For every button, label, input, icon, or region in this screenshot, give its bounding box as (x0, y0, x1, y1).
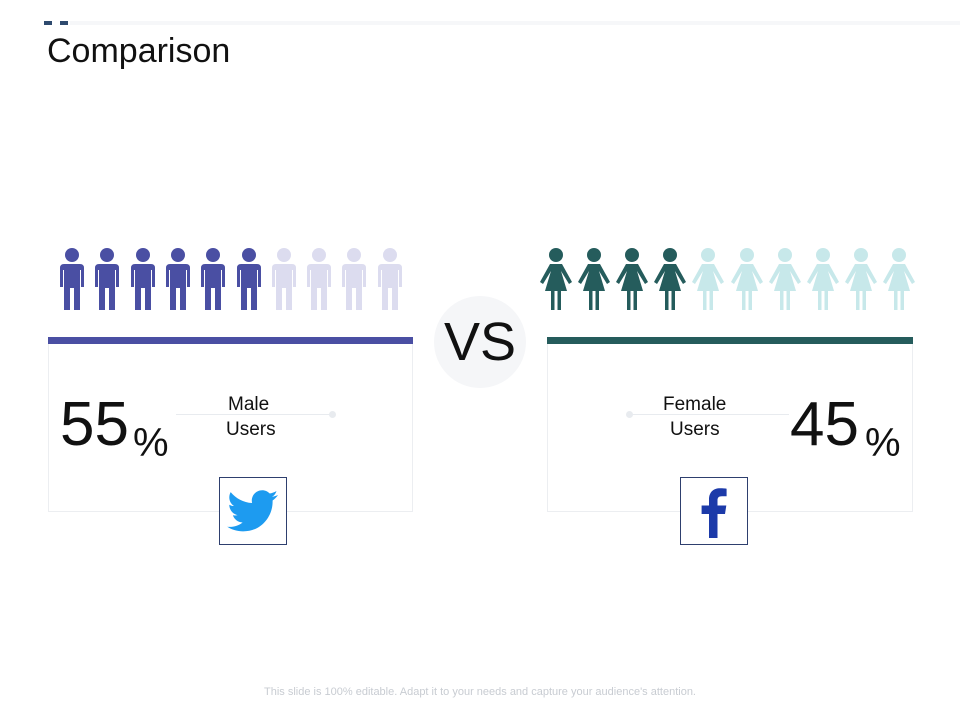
male-bar (48, 337, 413, 344)
footer-note: This slide is 100% editable. Adapt it to… (264, 686, 696, 698)
filled-female-figure-icon (539, 247, 573, 311)
twitter-icon (227, 490, 278, 532)
female-percent-sign: % (865, 421, 901, 465)
accent-segment (44, 21, 52, 25)
empty-male-figure-icon (339, 247, 369, 311)
empty-female-figure-icon (882, 247, 916, 311)
female-label-line1: Female (663, 394, 727, 415)
empty-female-figure-icon (844, 247, 878, 311)
empty-female-figure-icon (768, 247, 802, 311)
filled-male-figure-icon (163, 247, 193, 311)
female-bar (547, 337, 913, 344)
top-accent-bar (44, 21, 70, 25)
filled-female-figure-icon (653, 247, 687, 311)
male-percent-sign: % (133, 421, 169, 465)
page-title: Comparison (47, 32, 231, 70)
female-connector-line (629, 414, 789, 415)
accent-segment (60, 21, 68, 25)
empty-male-figure-icon (375, 247, 405, 311)
vs-circle (434, 296, 526, 388)
filled-female-figure-icon (615, 247, 649, 311)
filled-male-figure-icon (57, 247, 87, 311)
empty-male-figure-icon (304, 247, 334, 311)
male-percent-value: 55 (60, 390, 129, 459)
male-connector-line (176, 414, 332, 415)
female-label-line2: Users (670, 419, 720, 440)
vs-label: VS (443, 312, 517, 372)
filled-male-figure-icon (198, 247, 228, 311)
filled-male-figure-icon (234, 247, 264, 311)
facebook-button[interactable] (680, 477, 748, 545)
filled-female-figure-icon (577, 247, 611, 311)
male-label-line1: Male (228, 394, 270, 415)
top-rule (70, 21, 960, 25)
female-figures-row (539, 247, 922, 313)
facebook-icon (701, 488, 727, 538)
female-percent-value: 45 (790, 390, 859, 459)
male-connector-dot (329, 411, 336, 418)
empty-female-figure-icon (730, 247, 764, 311)
filled-male-figure-icon (92, 247, 122, 311)
filled-male-figure-icon (128, 247, 158, 311)
twitter-button[interactable] (219, 477, 287, 545)
male-label-line2: Users (226, 419, 276, 440)
empty-male-figure-icon (269, 247, 299, 311)
male-figures-row (57, 247, 407, 313)
empty-female-figure-icon (691, 247, 725, 311)
empty-female-figure-icon (806, 247, 840, 311)
